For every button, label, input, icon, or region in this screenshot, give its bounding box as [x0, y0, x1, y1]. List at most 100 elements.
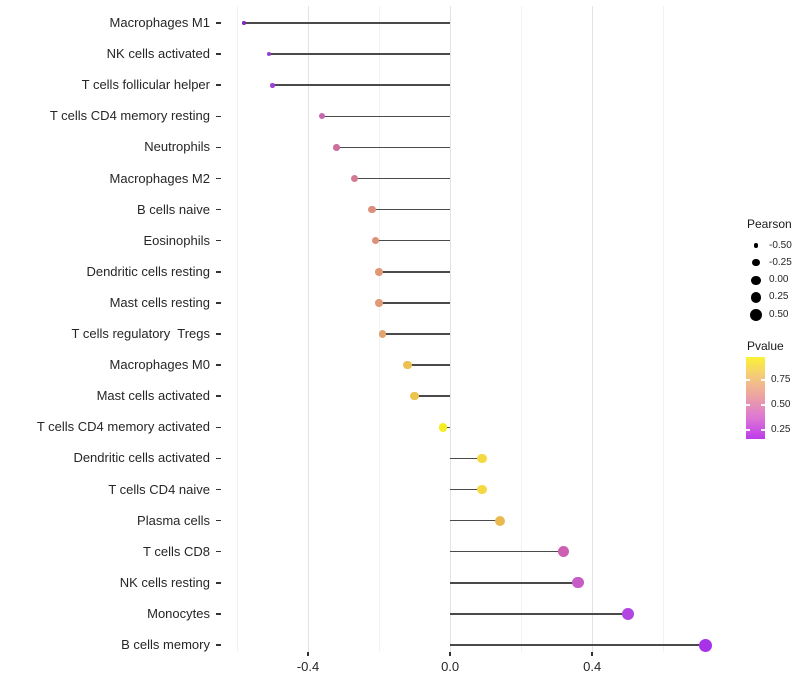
data-point: [477, 484, 487, 495]
colorbar-tick: [761, 429, 765, 431]
lollipop-stem: [450, 613, 628, 615]
size-legend-label: 0.00: [769, 274, 789, 286]
size-legend-dot: [751, 275, 761, 285]
data-point: [375, 299, 383, 307]
data-point: [558, 546, 570, 558]
lollipop-stem: [375, 239, 451, 242]
x-axis-tick: [591, 652, 593, 656]
colorbar-tick: [761, 404, 765, 406]
plot-panel: [221, 6, 729, 652]
y-axis-tick: [216, 550, 221, 553]
category-label: T cells CD8: [143, 543, 210, 559]
colorbar-label: 0.25: [771, 424, 791, 435]
y-axis-tick: [216, 488, 221, 491]
category-label: NK cells resting: [119, 574, 210, 590]
y-axis-tick: [216, 457, 221, 460]
data-point: [621, 607, 634, 620]
y-axis-tick: [216, 239, 221, 242]
size-legend-label: -0.25: [769, 256, 792, 268]
lollipop-stem: [450, 488, 483, 491]
colorbar-tick: [746, 429, 750, 431]
data-point: [333, 144, 340, 151]
data-point: [371, 236, 380, 245]
lollipop-stem: [450, 519, 500, 522]
category-label: Mast cells activated: [96, 388, 210, 404]
size-legend-dot: [753, 243, 759, 248]
category-label: T cells CD4 memory activated: [36, 419, 210, 435]
lollipop-stem: [450, 550, 564, 553]
category-label: T cells follicular helper: [81, 77, 210, 93]
pvalue-colorbar: [746, 357, 765, 439]
y-axis-tick: [216, 177, 221, 180]
lollipop-stem: [244, 22, 451, 24]
size-legend-label: 0.50: [769, 308, 789, 320]
lollipop-stem: [379, 271, 451, 273]
data-point: [270, 82, 275, 88]
data-point: [378, 330, 387, 338]
category-label: T cells regulatory Tregs: [71, 326, 210, 341]
x-axis-tick: [449, 652, 451, 656]
category-label: Plasma cells: [137, 512, 210, 528]
gridline-minor: [663, 6, 665, 652]
y-axis-tick: [216, 582, 221, 584]
category-label: Mast cells resting: [109, 294, 210, 310]
size-legend-title: Pearson: [747, 217, 792, 231]
color-legend-title: Pvalue: [747, 339, 784, 353]
y-axis-tick: [216, 426, 221, 429]
y-axis-tick: [216, 613, 221, 615]
category-label: Eosinophils: [143, 232, 211, 248]
lollipop-stem: [450, 582, 578, 584]
data-point: [350, 174, 358, 182]
category-label: T cells CD4 naive: [108, 481, 210, 497]
size-legend-dot: [750, 308, 762, 321]
category-label: T cells CD4 memory resting: [49, 108, 210, 124]
category-label: Dendritic cells activated: [73, 450, 210, 466]
size-legend-label: -0.50: [769, 239, 792, 251]
lollipop-stem: [414, 395, 451, 397]
gridline-minor: [236, 6, 238, 652]
gridline-major: [450, 6, 452, 652]
x-tick-label: -0.4: [296, 659, 320, 674]
lollipop-stem: [382, 333, 451, 335]
data-point: [410, 392, 419, 401]
data-point: [477, 453, 487, 464]
lollipop-stem: [336, 146, 451, 149]
lollipop-stem: [371, 208, 451, 211]
data-point: [403, 360, 412, 370]
y-axis-tick: [216, 395, 221, 397]
data-point: [368, 205, 376, 214]
category-label: B cells memory: [121, 637, 210, 652]
category-label: Dendritic cells resting: [86, 263, 210, 279]
x-tick-label: 0.0: [441, 659, 460, 674]
data-point: [438, 422, 448, 432]
lollipop-stem: [379, 302, 451, 304]
category-label: Macrophages M2: [109, 170, 210, 186]
data-point: [572, 577, 584, 589]
data-point: [375, 268, 383, 276]
data-point: [242, 21, 246, 25]
colorbar-tick: [746, 379, 750, 381]
lollipop-stem: [354, 177, 451, 180]
y-axis-tick: [216, 644, 221, 646]
size-legend-dot: [750, 292, 762, 303]
data-point: [699, 638, 713, 652]
lollipop-stem: [322, 115, 451, 118]
lollipop-stem: [407, 364, 451, 366]
category-label: Macrophages M0: [109, 357, 210, 373]
category-label: B cells naive: [137, 201, 210, 217]
colorbar-tick: [761, 379, 765, 381]
y-axis-tick: [216, 146, 221, 149]
data-point: [494, 515, 505, 526]
colorbar-tick: [746, 404, 750, 406]
y-axis-tick: [216, 333, 221, 335]
category-label: Neutrophils: [144, 139, 210, 155]
x-axis-tick: [307, 652, 309, 656]
lollipop-stem: [268, 53, 451, 55]
gridline-major: [308, 6, 310, 652]
y-axis-tick: [216, 84, 221, 86]
category-label: NK cells activated: [106, 46, 210, 62]
y-axis-tick: [216, 271, 221, 273]
y-axis-tick: [216, 302, 221, 304]
y-axis-tick: [216, 22, 221, 24]
